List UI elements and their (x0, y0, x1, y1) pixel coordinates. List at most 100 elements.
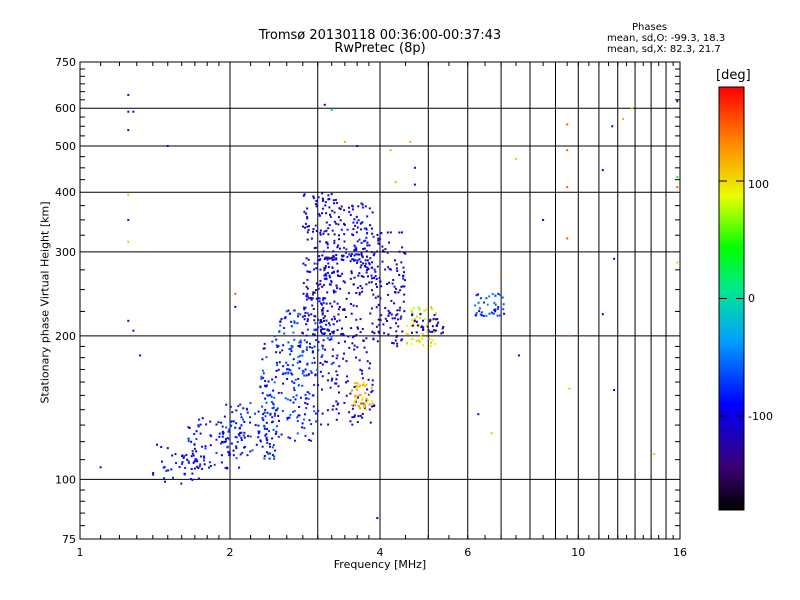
data-point (345, 316, 347, 318)
data-point (330, 379, 333, 382)
data-point (209, 444, 212, 447)
data-point (357, 405, 360, 408)
data-point (314, 246, 317, 249)
data-point (378, 303, 381, 306)
data-point (285, 361, 288, 364)
data-point (422, 326, 425, 329)
data-point (371, 383, 374, 386)
data-point (329, 215, 332, 218)
data-point (127, 193, 130, 196)
data-point (305, 341, 308, 344)
data-point (331, 272, 334, 275)
data-point (367, 268, 370, 271)
data-point (271, 421, 273, 424)
data-point (318, 300, 321, 303)
data-point (377, 237, 380, 240)
data-point (243, 446, 246, 449)
data-point (303, 418, 305, 421)
data-point (277, 415, 280, 417)
data-point (364, 384, 367, 387)
data-point (414, 318, 417, 321)
data-point (322, 284, 325, 287)
data-point (193, 443, 196, 446)
data-point (387, 293, 390, 296)
data-point (325, 221, 328, 224)
data-point (501, 296, 504, 299)
data-point (347, 292, 350, 295)
data-point (361, 416, 364, 419)
data-point (373, 252, 376, 255)
data-point (306, 320, 309, 323)
data-point (355, 231, 358, 234)
data-point (336, 329, 339, 332)
data-point (319, 233, 322, 236)
data-point (370, 251, 373, 254)
data-point (410, 324, 413, 327)
data-point (279, 320, 282, 323)
data-point (331, 348, 334, 351)
data-point (388, 281, 391, 284)
data-point (180, 482, 183, 485)
data-point (431, 325, 434, 328)
data-point (384, 317, 387, 320)
data-point (290, 347, 293, 350)
data-point (324, 265, 327, 268)
data-point (333, 255, 335, 258)
data-point (292, 396, 295, 398)
data-point (352, 336, 355, 339)
data-point (486, 303, 489, 306)
data-point (291, 345, 294, 348)
data-point (398, 231, 401, 234)
data-point (306, 217, 309, 220)
data-point (346, 380, 349, 383)
data-point (363, 264, 366, 267)
data-point (375, 306, 378, 309)
axis-ticks: 1 2 4 6 10 16 75 100 200 300 400 500 600 750 (55, 56, 687, 559)
data-point (302, 194, 305, 197)
data-point (319, 325, 322, 328)
data-point (380, 285, 383, 288)
data-point (190, 455, 193, 458)
data-point (297, 414, 300, 417)
data-point (209, 465, 212, 467)
data-point (307, 297, 310, 300)
data-point (238, 434, 241, 437)
data-point (312, 350, 314, 353)
data-point (272, 402, 275, 405)
phase-stats-heading: Phases (632, 22, 668, 33)
data-point (267, 380, 270, 383)
data-point (354, 224, 357, 227)
data-point (395, 330, 398, 333)
data-point (343, 209, 346, 212)
data-point (346, 228, 349, 231)
data-point (327, 194, 330, 197)
data-point (353, 218, 356, 221)
data-point (368, 281, 371, 284)
data-point (317, 341, 320, 344)
data-point (193, 433, 196, 436)
data-point (303, 306, 306, 309)
data-point (325, 274, 328, 277)
data-point (286, 368, 289, 371)
y-tick-label: 400 (55, 186, 76, 199)
data-point (306, 292, 309, 295)
data-point (301, 426, 304, 429)
data-point (323, 269, 326, 272)
data-point (283, 327, 286, 329)
y-tick-label: 200 (55, 330, 76, 343)
data-point (354, 395, 356, 398)
data-point (223, 415, 226, 418)
data-point (305, 323, 308, 326)
data-point (270, 395, 273, 398)
x-axis-label: Frequency [MHz] (333, 558, 427, 571)
data-point (333, 211, 336, 214)
data-point (317, 326, 320, 329)
data-point (359, 414, 362, 417)
data-point (313, 357, 315, 359)
data-point (300, 341, 303, 344)
data-point (271, 437, 274, 440)
data-point (190, 478, 193, 480)
data-point (434, 329, 437, 332)
data-point (185, 453, 188, 456)
data-point (336, 320, 338, 323)
